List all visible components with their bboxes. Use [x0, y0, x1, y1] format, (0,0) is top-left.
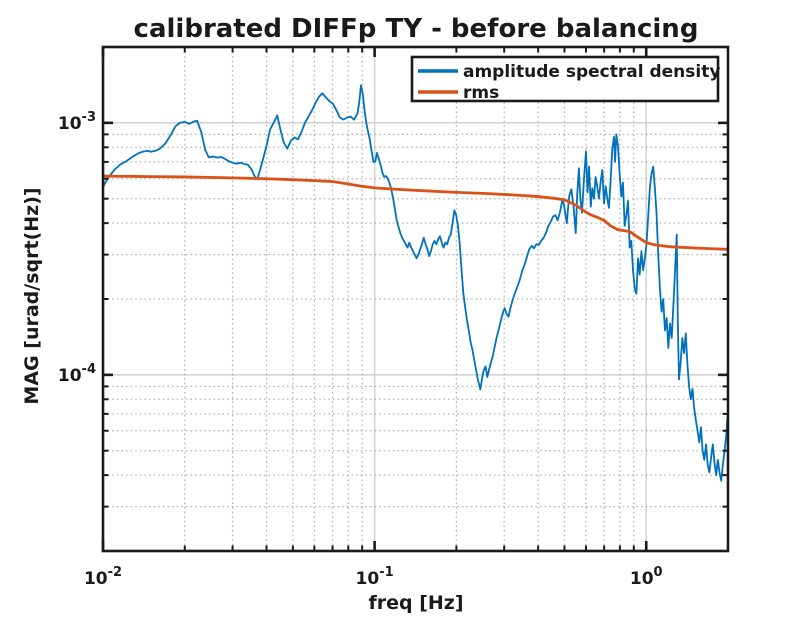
- x-tick-label: 10-1: [356, 565, 394, 589]
- x-axis-label: freq [Hz]: [368, 592, 463, 614]
- legend-asd-label: amplitude spectral density: [463, 62, 720, 82]
- rms-series-line: [103, 174, 728, 251]
- y-tick-label: 10-3: [58, 110, 96, 134]
- legend-box: [410, 55, 720, 103]
- axis-tick-labels: 10-2 10-1 100 10-3 10-4: [58, 110, 663, 589]
- minor-gridlines: [103, 47, 728, 551]
- y-tick-label: 10-4: [58, 362, 96, 386]
- x-tick-label: 10-2: [84, 565, 122, 589]
- series-group: [103, 84, 728, 482]
- chart-title: calibrated DIFFp TY - before balancing: [134, 14, 699, 44]
- asd-series-line: [103, 84, 728, 482]
- legend-rms-label: rms: [463, 83, 499, 103]
- axis-tick-marks: [101, 47, 729, 551]
- legend: amplitude spectral density rms: [410, 55, 720, 103]
- x-tick-label: 100: [630, 565, 663, 589]
- y-axis-label: MAG [urad/sqrt(Hz)]: [21, 187, 43, 404]
